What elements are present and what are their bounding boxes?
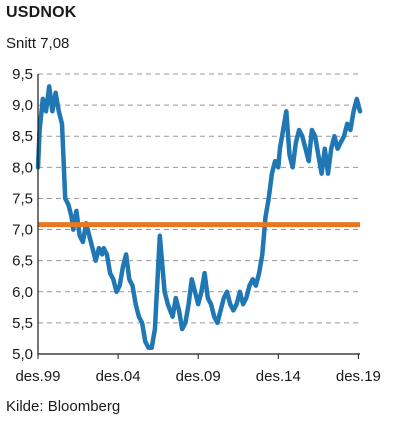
y-tick-label: 7,5 [12,190,33,207]
y-tick-label: 5,0 [12,346,33,363]
y-tick-label: 8,0 [12,159,33,176]
y-tick-labels: 9,5 9,0 8,5 8,0 7,5 7,0 6,5 6,0 5,5 5,0 [12,66,33,363]
y-tick-label: 6,0 [12,284,33,301]
y-tick-label: 9,0 [12,97,33,114]
x-tick-label: des.09 [176,368,221,385]
series-group [35,84,363,351]
y-tick-label: 9,5 [12,66,33,83]
usdnok-series-line [35,84,363,351]
chart-subtitle: Snitt 7,08 [6,35,70,52]
y-tick-label: 8,5 [12,128,33,145]
x-tick-labels: des.99 des.04 des.09 des.14 des.19 [15,368,380,385]
x-tick-label: des.99 [15,368,60,385]
y-tick-label: 6,5 [12,253,33,270]
x-tick-label: des.14 [256,368,301,385]
axes [37,74,360,359]
y-tick-label: 7,0 [12,222,33,239]
x-tick-label: des.04 [96,368,141,385]
gridlines [38,73,360,324]
chart-title: USDNOK [6,4,77,21]
x-tick-label: des.19 [336,368,381,385]
y-tick-label: 5,5 [12,315,33,332]
source-note: Kilde: Bloomberg [6,398,121,415]
